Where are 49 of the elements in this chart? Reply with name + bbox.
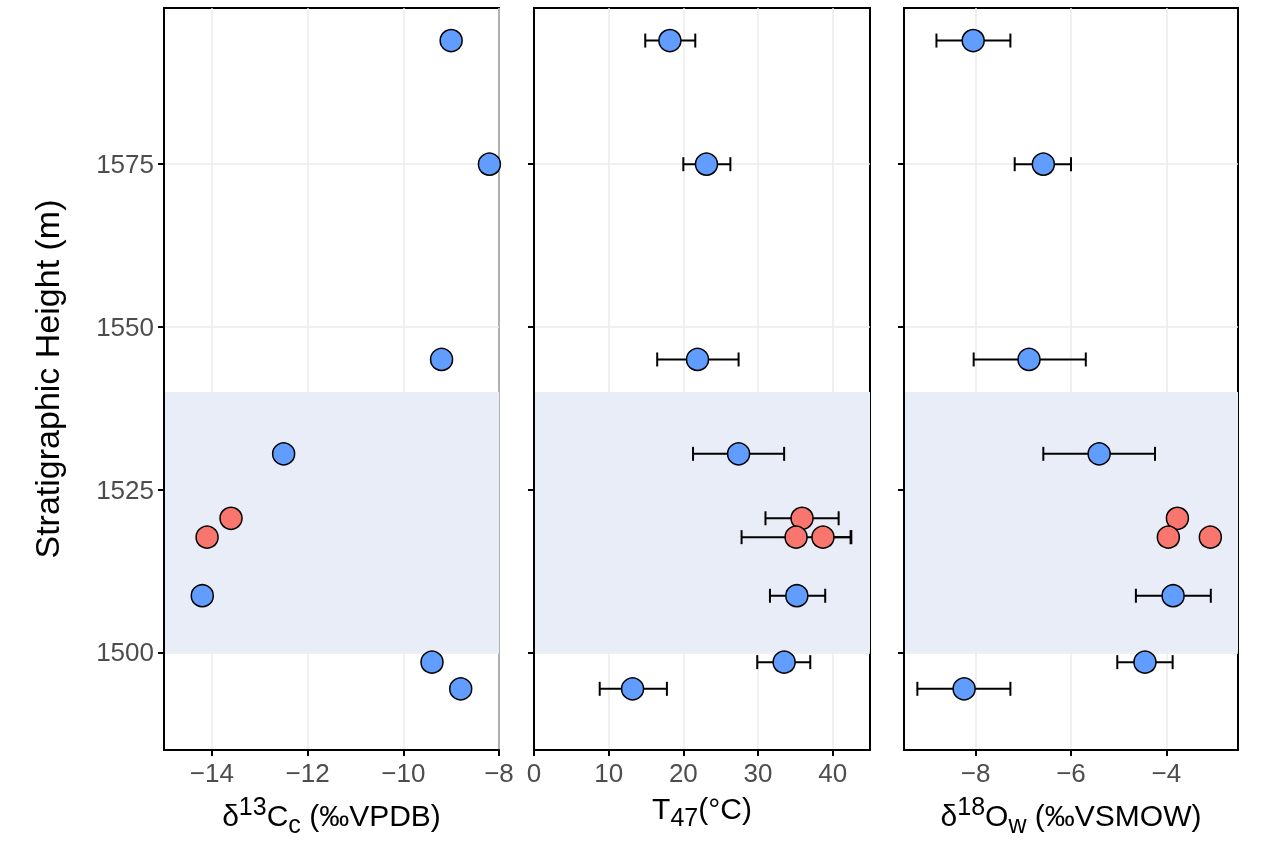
point (811, 525, 835, 549)
point (785, 584, 809, 608)
point (1087, 442, 1111, 466)
y-axis-title: Stratigraphic Height (m) (28, 199, 66, 559)
x-tick-label: −4 (1151, 758, 1182, 788)
point (685, 347, 710, 372)
x-tick-label: −10 (381, 758, 426, 788)
y-tick-label: 1500 (96, 637, 154, 668)
x-tick-label: 30 (743, 758, 773, 788)
y-tick-label: 1525 (96, 474, 154, 505)
point (271, 442, 296, 466)
x-tick-label: −8 (960, 758, 991, 788)
point (190, 584, 215, 608)
point (952, 677, 976, 701)
x-axis-title: δ$^{13}$C$_{c}$ (‰VPDB) (221, 792, 442, 839)
point (1156, 525, 1181, 549)
y-tick-label: 1575 (96, 149, 154, 180)
point (420, 650, 444, 674)
point (1031, 152, 1056, 176)
point (1161, 584, 1185, 608)
point (1165, 506, 1190, 531)
point (1133, 650, 1157, 674)
point (219, 506, 243, 531)
point (1198, 525, 1223, 549)
x-tick-label: −12 (285, 758, 330, 788)
point (790, 506, 814, 531)
x-axis-title: δ$^{18}$O$_{w}$ (‰VSMOW) (939, 792, 1203, 839)
point (439, 28, 463, 53)
point (726, 442, 751, 466)
x-tick-label: 20 (668, 758, 698, 788)
point (961, 28, 985, 53)
point (477, 152, 502, 176)
point (658, 28, 682, 53)
point (772, 650, 796, 674)
x-tick-label: −8 (484, 758, 514, 788)
point (694, 152, 719, 176)
point (448, 677, 473, 701)
x-tick-label: 0 (526, 758, 542, 788)
point (1017, 347, 1041, 372)
point (195, 525, 219, 549)
x-tick-label: 40 (818, 758, 848, 788)
x-axis-title: T$_{47}$(°C) (651, 792, 753, 832)
x-tick-label: −14 (189, 758, 234, 788)
point (620, 677, 645, 701)
x-tick-label: 10 (594, 758, 624, 788)
y-tick-label: 1550 (96, 311, 154, 342)
point (429, 347, 454, 372)
x-tick-label: −6 (1056, 758, 1086, 788)
point (784, 525, 808, 549)
